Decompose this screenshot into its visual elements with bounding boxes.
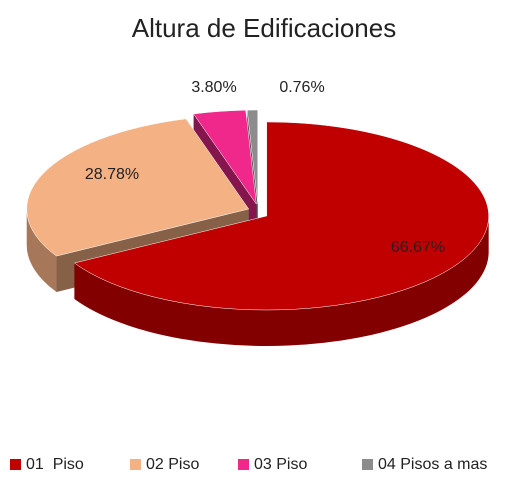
- data-label: 66.67%: [391, 239, 445, 256]
- legend-swatch: [362, 459, 373, 470]
- slice: [246, 109, 259, 205]
- pie-tops: [26, 109, 489, 311]
- legend-swatch: [130, 459, 141, 470]
- legend-swatch: [10, 459, 21, 470]
- legend-label: 02 Piso: [146, 456, 199, 473]
- data-label: 28.78%: [85, 166, 139, 183]
- legend-swatch: [238, 459, 249, 470]
- legend-label: 01 Piso: [26, 456, 84, 473]
- chart-title: Altura de Edificaciones: [132, 13, 396, 43]
- slice: [26, 118, 250, 257]
- legend-label: 04 Pisos a mas: [378, 456, 487, 473]
- slice: [193, 109, 257, 205]
- legend-label: 03 Piso: [254, 456, 307, 473]
- data-label: 0.76%: [279, 79, 324, 96]
- slice-wall: [26, 209, 57, 293]
- slice-wall: [74, 216, 489, 346]
- slice: [73, 121, 489, 311]
- data-label: 3.80%: [191, 79, 236, 96]
